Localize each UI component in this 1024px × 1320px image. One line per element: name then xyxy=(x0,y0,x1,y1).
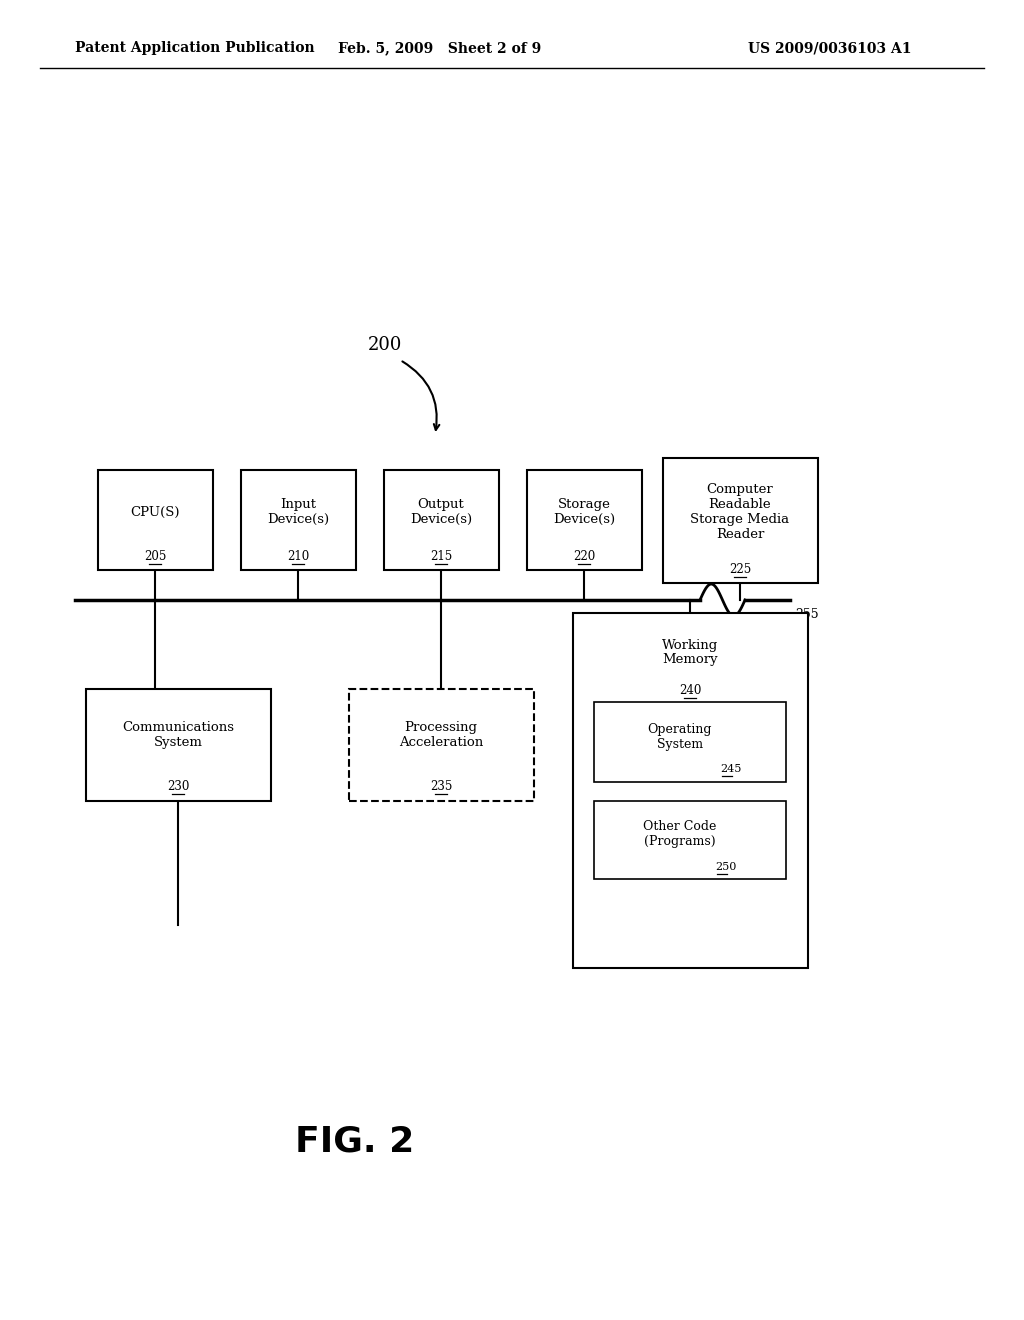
Bar xyxy=(241,470,355,570)
Text: 245: 245 xyxy=(720,764,741,774)
Text: Output
Device(s): Output Device(s) xyxy=(410,498,472,525)
Text: 215: 215 xyxy=(430,550,453,564)
Text: Other Code
(Programs): Other Code (Programs) xyxy=(643,820,717,847)
Text: Feb. 5, 2009   Sheet 2 of 9: Feb. 5, 2009 Sheet 2 of 9 xyxy=(338,41,542,55)
Bar xyxy=(384,470,499,570)
Text: 250: 250 xyxy=(715,862,736,873)
Bar xyxy=(594,702,786,781)
Text: 200: 200 xyxy=(368,337,402,354)
Text: 230: 230 xyxy=(167,780,189,793)
Text: Operating
System: Operating System xyxy=(648,723,713,751)
Bar xyxy=(572,612,808,968)
Text: US 2009/0036103 A1: US 2009/0036103 A1 xyxy=(749,41,911,55)
Text: Patent Application Publication: Patent Application Publication xyxy=(75,41,314,55)
Text: Processing
Acceleration: Processing Acceleration xyxy=(399,721,483,748)
Text: Computer
Readable
Storage Media
Reader: Computer Readable Storage Media Reader xyxy=(690,483,790,541)
Text: FIG. 2: FIG. 2 xyxy=(295,1125,415,1159)
Text: 220: 220 xyxy=(572,550,595,564)
Text: Storage
Device(s): Storage Device(s) xyxy=(553,498,615,525)
Text: 255: 255 xyxy=(795,609,818,620)
Text: 205: 205 xyxy=(143,550,166,564)
Bar xyxy=(594,801,786,879)
Bar xyxy=(85,689,270,801)
Text: 225: 225 xyxy=(729,564,752,576)
Text: Input
Device(s): Input Device(s) xyxy=(267,498,329,525)
Text: Communications
System: Communications System xyxy=(122,721,234,748)
Text: Working
Memory: Working Memory xyxy=(662,639,718,667)
Bar xyxy=(97,470,213,570)
Text: 210: 210 xyxy=(287,550,309,564)
Bar xyxy=(348,689,534,801)
Text: 240: 240 xyxy=(679,684,701,697)
Bar xyxy=(663,458,817,582)
Text: 235: 235 xyxy=(430,780,453,793)
Bar xyxy=(526,470,641,570)
Text: CPU(S): CPU(S) xyxy=(130,506,180,519)
